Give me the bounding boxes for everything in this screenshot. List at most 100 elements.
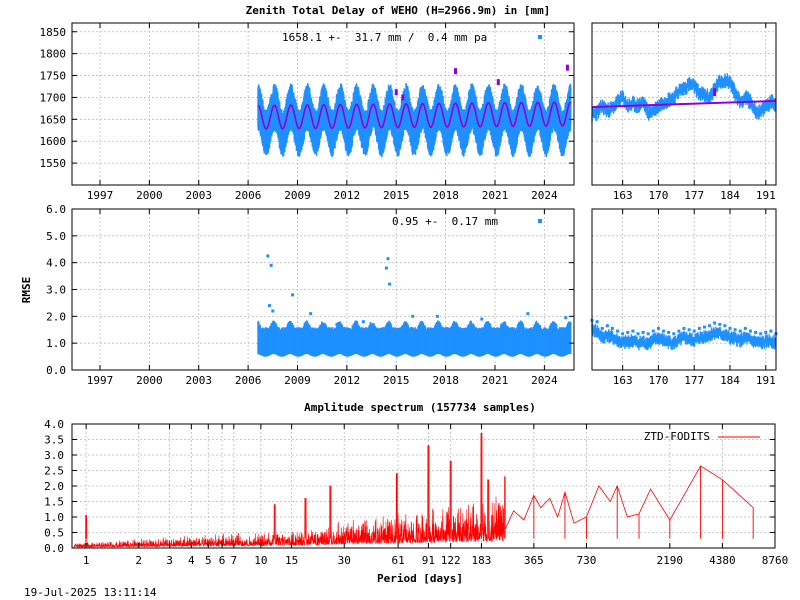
ztd_main-ytick-label-1650: 1650 (40, 113, 67, 126)
figure-title: Zenith Total Delay of WEHO (H=2966.9m) i… (246, 4, 551, 17)
rmse_main-xtick-label-2006: 2006 (235, 374, 262, 387)
ztd_recent-frame (591, 22, 777, 186)
rmse_main-outlier-11 (526, 312, 530, 316)
rmse_recent-upper-35 (769, 329, 773, 333)
spectrum-xtick-label-10: 10 (254, 554, 267, 567)
rmse_recent-xtick-label-177: 177 (684, 374, 704, 387)
rmse_main-ytick-label-0: 0.0 (46, 364, 66, 377)
rmse-annotation-marker (538, 219, 542, 223)
spectrum-xtick-label-8760: 8760 (762, 554, 789, 567)
spectrum-panel: 1 2 3 4 5 6 7 10 15 30 61 91 122 183 365 730 2190 4380 876… (44, 418, 788, 567)
spectrum-xtick-label-15: 15 (285, 554, 298, 567)
ztd_main-ytick-label-1700: 1700 (40, 91, 67, 104)
ztd_main-peak-marker-0 (394, 89, 398, 96)
spectrum-xtick-label-183: 183 (472, 554, 492, 567)
rmse_main-ytick-label-3: 3.0 (46, 284, 66, 297)
spectrum-ytick-label-2: 2.0 (44, 480, 64, 493)
rmse_recent-upper-8 (631, 329, 635, 333)
rmse_recent-upper-13 (656, 326, 660, 330)
rmse_recent-xtick-label-163: 163 (613, 374, 633, 387)
spectrum-xtick-label-7: 7 (230, 554, 237, 567)
spectrum-xtick-label-1: 1 (83, 554, 90, 567)
rmse_recent-upper-28 (733, 328, 737, 332)
ztd-main-panel: 1997 2000 2003 2006 2009 2012 2015 2018 2021 2024… (40, 22, 575, 202)
ztd-annotation-marker (538, 35, 542, 39)
spectrum-ytick-label-0.5: 0.5 (44, 527, 64, 540)
rmse_main-xtick-label-2003: 2003 (185, 374, 212, 387)
ztd_main-frame (71, 22, 575, 186)
spectrum-ytick-label-3: 3.0 (44, 449, 64, 462)
rmse_recent-upper-10 (641, 330, 645, 334)
rmse-recent-panel: 163 170 177 184 191 (590, 208, 778, 387)
rmse_main-xtick-label-2012: 2012 (334, 374, 361, 387)
spectrum-xtick-label-61: 61 (391, 554, 404, 567)
ztd_main-xtick-label-1997: 1997 (87, 189, 114, 202)
ztd_main-xtick-label-2024: 2024 (531, 189, 558, 202)
ztd_main-xtick-label-2003: 2003 (185, 189, 212, 202)
ztd_main-ytick-label-1850: 1850 (40, 26, 67, 39)
rmse_main-outlier-3 (271, 309, 275, 313)
rmse_main-xtick-label-1997: 1997 (87, 374, 114, 387)
ztd_recent-xtick-label-177: 177 (684, 189, 704, 202)
rmse_recent-upper-1 (595, 320, 599, 324)
rmse_main-outlier-9 (435, 314, 439, 318)
ztd_main-ytick-label-1550: 1550 (40, 157, 67, 170)
rmse_main-ytick-label-4: 4.0 (46, 257, 66, 270)
rmse_recent-upper-31 (748, 329, 752, 333)
rmse_recent-upper-27 (728, 326, 732, 330)
rmse-main-panel: 1997 2000 2003 2006 2009 2012 2015 2018 2021 2024… (46, 203, 575, 387)
spectrum-xtick-label-30: 30 (338, 554, 351, 567)
rmse_recent-upper-7 (626, 330, 630, 334)
ztd_main-xtick-label-2015: 2015 (383, 189, 410, 202)
spectrum-xtick-label-2: 2 (135, 554, 142, 567)
rmse_main-xtick-label-2000: 2000 (136, 374, 163, 387)
rmse_recent-upper-26 (723, 324, 727, 328)
ztd_recent-points (591, 73, 777, 123)
spectrum-xtick-label-5: 5 (205, 554, 212, 567)
spectrum-xtick-label-4: 4 (188, 554, 195, 567)
ztd_main-points (257, 83, 572, 158)
spectrum-xtick-label-2190: 2190 (657, 554, 684, 567)
spectrum-xtick-label-91: 91 (422, 554, 435, 567)
rmse-annotation: 0.95 +- 0.17 mm (392, 215, 498, 228)
ztd_main-xtick-label-2018: 2018 (432, 189, 459, 202)
rmse_recent-upper-23 (708, 324, 712, 328)
rmse_main-outlier-12 (564, 316, 568, 320)
ztd_main-peak-marker-3 (565, 64, 569, 71)
rmse_recent-upper-14 (662, 329, 666, 333)
ztd_main-xtick-label-2006: 2006 (235, 189, 262, 202)
rmse_main-outlier-13 (309, 312, 313, 316)
rmse_main-outlier-8 (411, 314, 415, 318)
rmse_main-outlier-5 (386, 257, 390, 261)
rmse_recent-points (590, 318, 778, 351)
rmse_recent-xtick-label-191: 191 (756, 374, 776, 387)
rmse_main-outlier-14 (335, 322, 339, 326)
rmse_recent-upper-24 (713, 321, 717, 325)
rmse_main-outlier-0 (266, 254, 270, 258)
ztd_recent-xtick-label-191: 191 (756, 189, 776, 202)
rmse_main-points (257, 254, 572, 357)
rmse-ylabel: RMSE (20, 277, 33, 304)
rmse_recent-upper-12 (651, 329, 655, 333)
rmse_main-xtick-label-2018: 2018 (432, 374, 459, 387)
rmse_main-ytick-label-5: 5.0 (46, 230, 66, 243)
ztd_main-peak-marker-2 (496, 79, 500, 86)
ztd_main-ytick-label-1750: 1750 (40, 70, 67, 83)
rmse_recent-upper-25 (718, 322, 722, 326)
spectrum-xlabel: Period [days] (377, 572, 463, 585)
rmse_main-outlier-6 (384, 266, 388, 270)
timestamp: 19-Jul-2025 13:11:14 (24, 586, 157, 599)
ztd_main-ytick-label-1600: 1600 (40, 135, 67, 148)
ztd_main-peak-marker-1 (453, 68, 457, 75)
spectrum-ytick-label-3.5: 3.5 (44, 434, 64, 447)
rmse_recent-upper-34 (764, 330, 768, 334)
rmse_recent-xtick-label-184: 184 (720, 374, 740, 387)
rmse_recent-upper-22 (702, 325, 706, 329)
spectrum-xtick-label-3: 3 (166, 554, 173, 567)
spectrum-legend-label: ZTD-FODITS (644, 430, 710, 443)
rmse_recent-upper-21 (697, 326, 701, 330)
ztd-annotation: 1658.1 +- 31.7 mm / 0.4 mm pa (282, 31, 487, 44)
rmse_recent-upper-6 (621, 332, 625, 336)
ztd_recent-model-line (591, 99, 777, 109)
rmse_main-outlier-1 (269, 263, 273, 267)
